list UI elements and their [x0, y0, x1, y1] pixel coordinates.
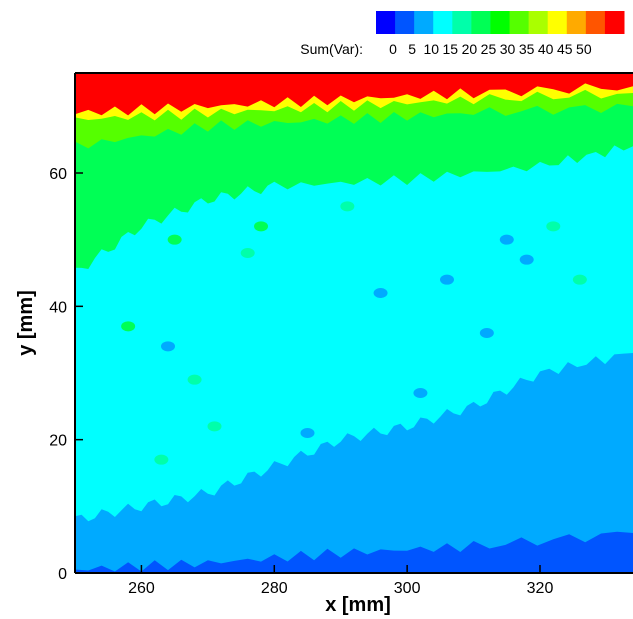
- legend-swatch: [509, 11, 530, 34]
- legend-level-label: 50: [576, 41, 592, 57]
- legend-level-label: 35: [519, 41, 535, 57]
- x-ticks: 260 280 300 320: [128, 565, 553, 597]
- y-tick-label: 0: [58, 566, 67, 583]
- legend-level-label: 5: [408, 41, 416, 57]
- contour-band: [75, 353, 633, 573]
- contour-spot: [413, 388, 428, 398]
- legend-swatch: [585, 11, 606, 34]
- y-axis-label: y [mm]: [15, 290, 37, 356]
- contour-spot: [440, 274, 454, 285]
- y-tick-label: 40: [49, 299, 67, 316]
- legend-level-label: 25: [481, 41, 497, 57]
- legend: Sum(Var): 0 5 10 15 20 25 30 35 40 45 50: [300, 11, 625, 57]
- contour-spot: [479, 328, 494, 338]
- x-tick-label: 300: [394, 580, 421, 597]
- legend-labels: 0 5 10 15 20 25 30 35 40 45 50: [389, 41, 592, 57]
- contour-spot: [121, 321, 136, 332]
- legend-title: Sum(Var):: [300, 41, 363, 57]
- x-axis-label: x [mm]: [325, 594, 391, 616]
- legend-swatch: [528, 11, 549, 34]
- legend-swatch: [376, 11, 396, 34]
- legend-level-label: 10: [423, 41, 439, 57]
- contour-spot: [167, 234, 182, 245]
- contour-spot: [546, 221, 561, 232]
- contour-spot: [340, 201, 355, 212]
- plot-area: [75, 73, 633, 573]
- y-tick-label: 20: [49, 433, 67, 450]
- contour-spot: [254, 221, 268, 232]
- legend-swatch: [452, 11, 472, 34]
- contour-spot: [154, 454, 169, 465]
- y-tick-label: 60: [49, 166, 67, 183]
- contour-spot: [187, 374, 202, 385]
- legend-swatch: [547, 11, 568, 34]
- legend-swatch: [433, 11, 453, 34]
- legend-level-label: 20: [462, 41, 478, 57]
- legend-level-label: 45: [557, 41, 573, 57]
- contour-spot: [161, 341, 175, 352]
- legend-swatch: [395, 11, 415, 34]
- legend-level-label: 0: [389, 41, 397, 57]
- legend-level-label: 30: [500, 41, 516, 57]
- legend-swatch: [490, 11, 511, 34]
- legend-swatches: [376, 11, 625, 34]
- legend-swatch: [471, 11, 491, 34]
- contour-spot: [499, 234, 514, 245]
- legend-swatch: [414, 11, 434, 34]
- contour-band: [75, 531, 633, 573]
- contour-spot: [207, 421, 222, 432]
- x-tick-label: 320: [527, 580, 554, 597]
- contour-spot: [572, 274, 587, 285]
- legend-level-label: 40: [538, 41, 554, 57]
- legend-swatch: [604, 11, 625, 34]
- contour-spot: [519, 254, 534, 265]
- contour-spot: [373, 288, 388, 298]
- x-tick-label: 260: [128, 580, 155, 597]
- contour-spots: [121, 201, 587, 465]
- contour-spot: [240, 248, 255, 258]
- y-ticks: 0 20 40 60: [49, 166, 83, 583]
- contour-bands: [75, 73, 633, 573]
- contour-spot: [300, 428, 315, 438]
- legend-level-label: 15: [443, 41, 459, 57]
- legend-swatch: [566, 11, 587, 34]
- x-tick-label: 280: [261, 580, 288, 597]
